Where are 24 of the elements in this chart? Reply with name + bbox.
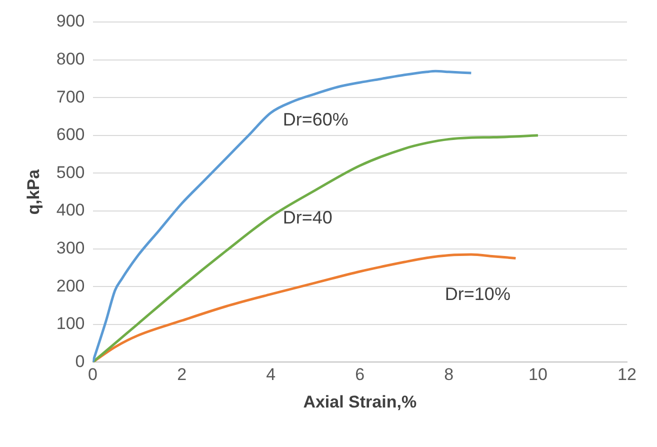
y-axis-title: q,kPa [24,168,43,215]
line-series [92,134,540,362]
y-tick-label: 800 [56,49,85,68]
x-tick-label: 4 [266,365,276,384]
series-label: Dr=10% [444,284,510,304]
x-tick-label: 12 [618,365,636,384]
y-tick-label: 200 [56,276,85,296]
x-tick-label: 8 [444,365,454,384]
series-label: Dr=60% [282,110,348,130]
x-tick-label: 6 [355,365,365,384]
y-tick-label: 700 [56,87,85,106]
x-tick-label: 0 [88,365,98,384]
series-label: Dr=40 [282,208,332,228]
y-tick-label: 600 [56,125,85,144]
y-tick-label: 400 [56,200,85,220]
y-tick-label: 0 [75,352,85,371]
line-series [92,253,517,362]
y-tick-label: 300 [56,238,85,258]
y-tick-label: 500 [56,162,85,182]
x-tick-label: 2 [177,365,187,384]
x-axis-title: Axial Strain,% [303,392,417,412]
y-tick-label: 900 [56,12,85,31]
x-tick-label: 10 [528,365,548,384]
y-tick-label: 100 [56,314,85,334]
